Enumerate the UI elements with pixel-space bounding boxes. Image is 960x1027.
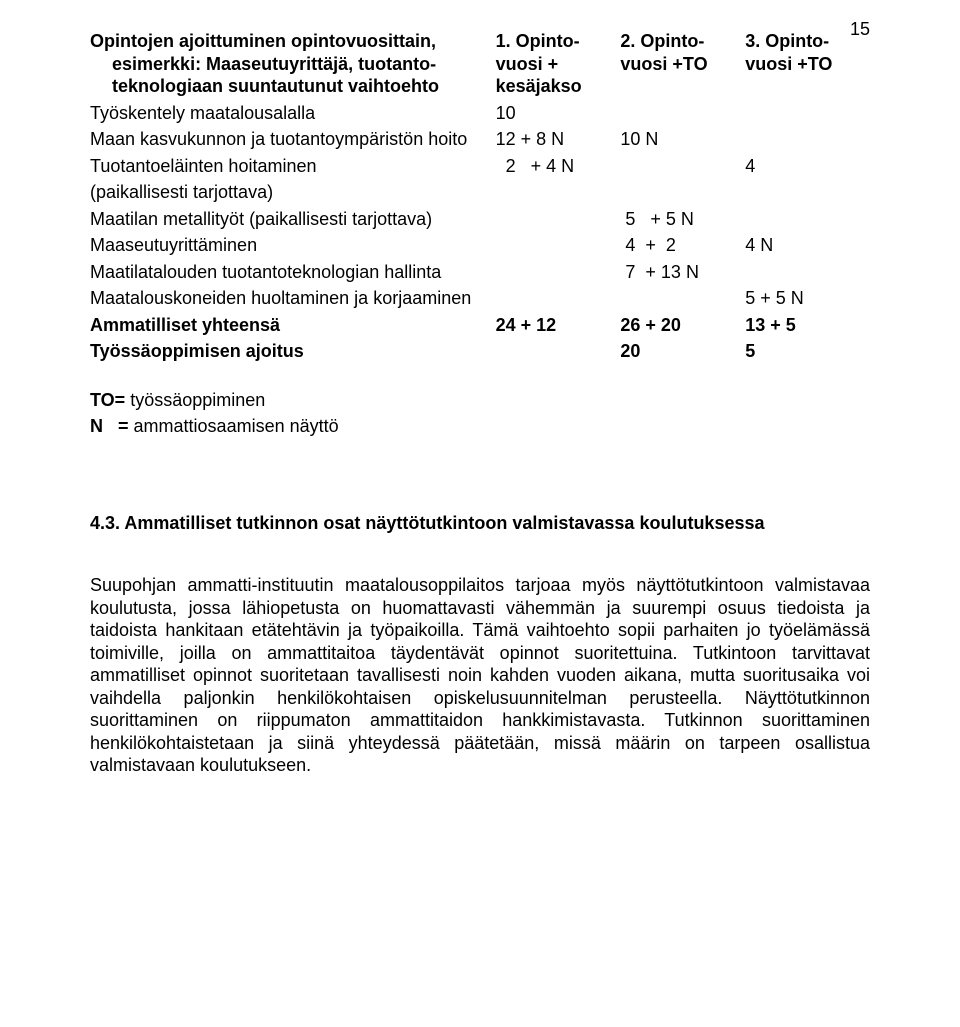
row-label: Työskentely maatalousalalla — [90, 102, 496, 129]
legend-n-text: ammattiosaamisen näyttö — [134, 416, 339, 436]
col-header-1: 1. Opinto- vuosi + kesäjakso — [496, 30, 621, 102]
cell: 5 + 5 N — [745, 287, 870, 314]
cell: 10 N — [620, 128, 745, 155]
legend-row-2: N = ammattiosaamisen näyttö — [90, 415, 870, 442]
intro-line-3: teknologiaan suuntautunut vaihtoehto — [90, 75, 492, 98]
cell — [745, 208, 870, 235]
cell: 10 — [496, 102, 621, 129]
legend-to-prefix: TO= — [90, 390, 125, 410]
cell — [496, 234, 621, 261]
col-header-3: 3. Opinto- vuosi +TO — [745, 30, 870, 102]
cell — [745, 128, 870, 155]
workplace-row: Työssäoppimisen ajoitus 20 5 — [90, 340, 870, 367]
main-table: Opintojen ajoittuminen opintovuosittain,… — [90, 30, 870, 442]
row-label: Maatilatalouden tuotantoteknologian hall… — [90, 261, 496, 288]
cell: 4 N — [745, 234, 870, 261]
cell — [620, 181, 745, 208]
cell — [496, 287, 621, 314]
table-row: Tuotantoeläinten hoitaminen 2 + 4 N 4 — [90, 155, 870, 182]
cell: 12 + 8 N — [496, 128, 621, 155]
workplace-c3: 5 — [745, 340, 870, 367]
legend-row-1: TO= työssäoppiminen — [90, 389, 870, 416]
cell — [496, 208, 621, 235]
cell — [745, 181, 870, 208]
table-row: (paikallisesti tarjottava) — [90, 181, 870, 208]
cell — [496, 181, 621, 208]
table-row: Maatalouskoneiden huoltaminen ja korjaam… — [90, 287, 870, 314]
cell — [745, 261, 870, 288]
cell — [745, 102, 870, 129]
row-label: Maan kasvukunnon ja tuotantoympäristön h… — [90, 128, 496, 155]
table-row: Maatilatalouden tuotantoteknologian hall… — [90, 261, 870, 288]
cell: 5 + 5 N — [620, 208, 745, 235]
row-label: (paikallisesti tarjottava) — [90, 181, 496, 208]
cell: 2 + 4 N — [496, 155, 621, 182]
row-label: Tuotantoeläinten hoitaminen — [90, 155, 496, 182]
table-row: Työskentely maatalousalalla 10 — [90, 102, 870, 129]
totals-c3: 13 + 5 — [745, 314, 870, 341]
intro-line-1: Opintojen ajoittuminen opintovuosittain, — [90, 30, 492, 53]
table-row: Maatilan metallityöt (paikallisesti tarj… — [90, 208, 870, 235]
totals-label: Ammatilliset yhteensä — [90, 314, 496, 341]
body-paragraph: Suupohjan ammatti-instituutin maatalouso… — [90, 574, 870, 777]
workplace-label: Työssäoppimisen ajoitus — [90, 340, 496, 367]
page-number: 15 — [850, 18, 870, 41]
cell — [620, 287, 745, 314]
intro-line-2: esimerkki: Maaseutuyrittäjä, tuotanto- — [90, 53, 492, 76]
section-heading: 4.3. Ammatilliset tutkinnon osat näyttöt… — [90, 512, 870, 535]
cell — [496, 261, 621, 288]
cell — [620, 102, 745, 129]
cell: 4 + 2 — [620, 234, 745, 261]
row-label: Maatalouskoneiden huoltaminen ja korjaam… — [90, 287, 496, 314]
cell: 7 + 13 N — [620, 261, 745, 288]
row-label: Maatilan metallityöt (paikallisesti tarj… — [90, 208, 496, 235]
workplace-c2: 20 — [620, 340, 745, 367]
totals-row: Ammatilliset yhteensä 24 + 12 26 + 20 13… — [90, 314, 870, 341]
totals-c1: 24 + 12 — [496, 314, 621, 341]
legend-to-text: työssäoppiminen — [130, 390, 265, 410]
header-row: Opintojen ajoittuminen opintovuosittain,… — [90, 30, 870, 102]
table-row: Maan kasvukunnon ja tuotantoympäristön h… — [90, 128, 870, 155]
cell — [620, 155, 745, 182]
legend-n-prefix: N = — [90, 416, 129, 436]
col-header-2: 2. Opinto- vuosi +TO — [620, 30, 745, 102]
totals-c2: 26 + 20 — [620, 314, 745, 341]
cell: 4 — [745, 155, 870, 182]
page: 15 Opintojen ajoittuminen opintovuositta… — [0, 0, 960, 1027]
table-row: Maaseutuyrittäminen 4 + 2 4 N — [90, 234, 870, 261]
row-label: Maaseutuyrittäminen — [90, 234, 496, 261]
